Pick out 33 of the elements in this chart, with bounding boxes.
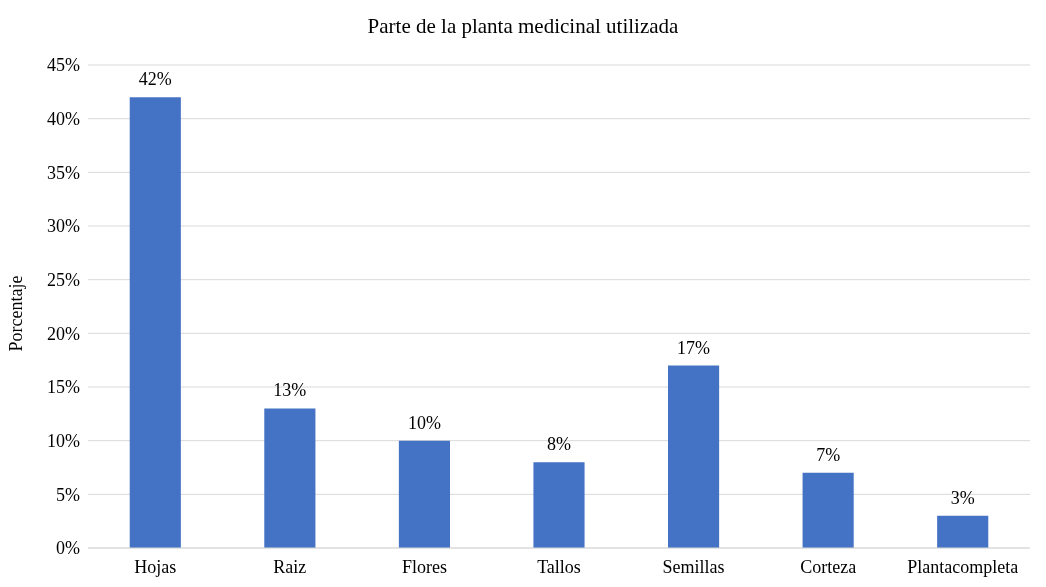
- x-tick-label: Flores: [401, 556, 447, 577]
- y-tick-label: 0%: [56, 538, 80, 559]
- x-tick-label: Corteza: [800, 556, 857, 577]
- y-tick-label: 20%: [47, 323, 80, 344]
- bar: [264, 408, 316, 548]
- data-label: 10%: [407, 412, 441, 433]
- chart-title: Parte de la planta medicinal utilizada: [366, 14, 680, 39]
- bar: [668, 365, 720, 548]
- data-label: 13%: [273, 380, 307, 401]
- data-label: 17%: [677, 337, 711, 358]
- bar: [398, 440, 450, 548]
- y-tick-label: 45%: [47, 55, 80, 76]
- bar: [533, 462, 585, 548]
- bar: [937, 515, 989, 548]
- y-tick-label: 15%: [47, 377, 80, 398]
- data-label: 8%: [547, 434, 571, 455]
- x-tick-label: Tallos: [537, 556, 581, 577]
- x-tick-label: Plantacompleta: [907, 556, 1019, 577]
- data-label: 42%: [138, 69, 172, 90]
- x-tick-label: Raiz: [273, 556, 307, 577]
- x-tick-label: Semillas: [662, 556, 725, 577]
- bar: [802, 472, 854, 548]
- bar: [129, 97, 181, 548]
- y-tick-label: 30%: [47, 216, 80, 237]
- y-tick-label: 5%: [56, 484, 80, 505]
- y-tick-label: 10%: [47, 431, 80, 452]
- x-tick-label: Hojas: [134, 556, 177, 577]
- data-label: 3%: [950, 487, 975, 508]
- y-axis-title: Porcentaje: [6, 275, 27, 352]
- y-tick-label: 40%: [47, 109, 80, 130]
- data-label: 7%: [816, 444, 841, 465]
- y-tick-label: 35%: [47, 162, 80, 183]
- y-tick-label: 25%: [47, 270, 80, 291]
